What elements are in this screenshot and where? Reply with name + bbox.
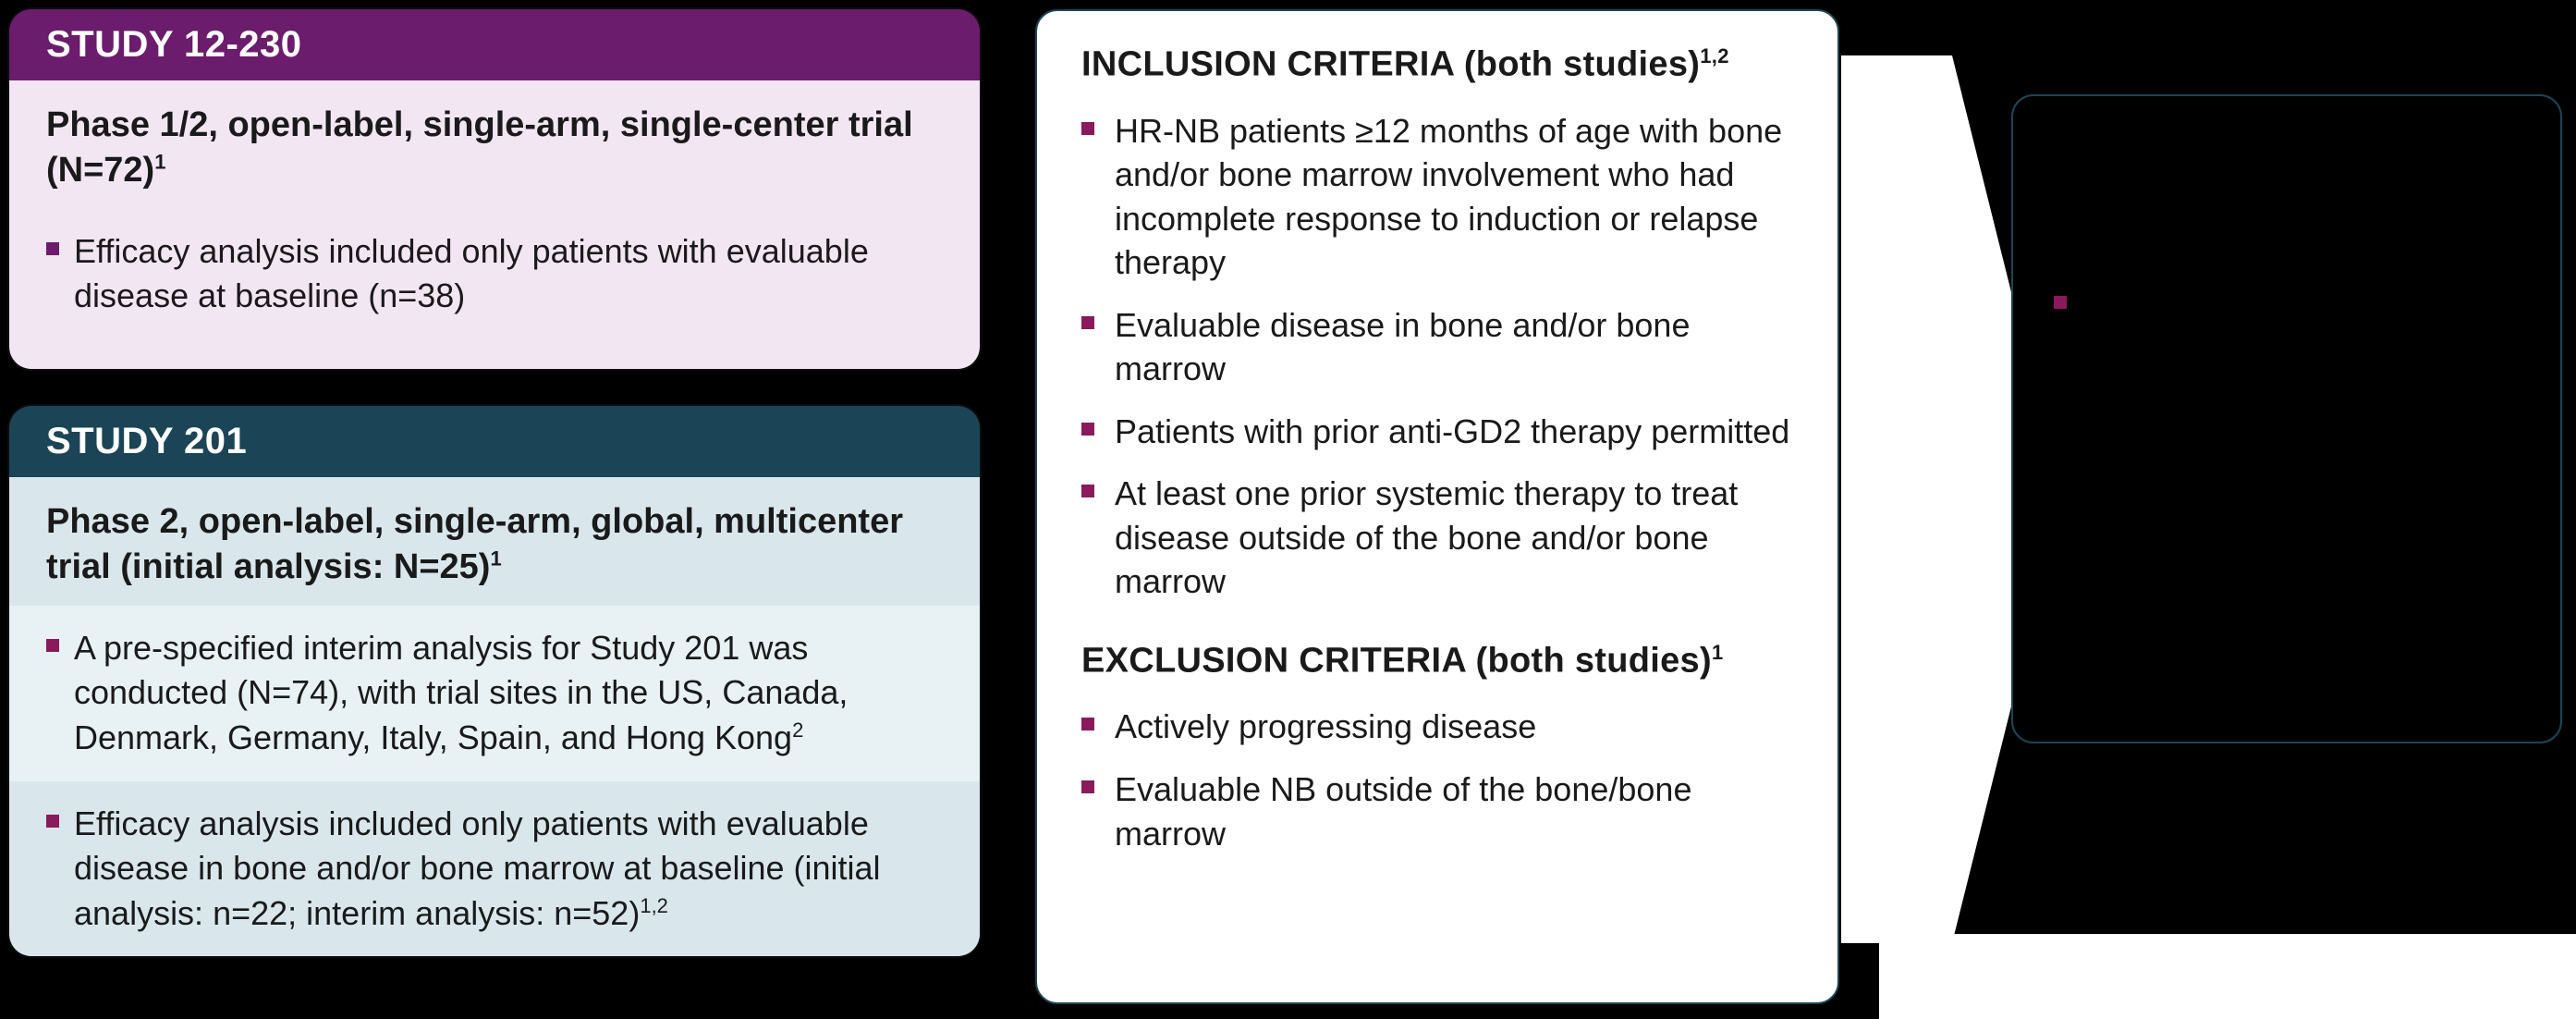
study-12-230-bullets: Efficacy analysis included only patients…	[9, 209, 980, 339]
study-12-230-card: STUDY 12-230 Phase 1/2, open-label, sing…	[9, 9, 980, 369]
list-item: HR-NB patients ≥12 months of age with bo…	[1081, 109, 1793, 285]
study-12-230-title: STUDY 12-230	[9, 9, 980, 80]
footer-white-strip	[1879, 934, 2576, 1019]
list-item: Patients with prior anti-GD2 therapy per…	[1081, 410, 1793, 454]
study-201-title: STUDY 201	[9, 406, 980, 477]
list-item: Efficacy analysis included only patients…	[9, 209, 980, 339]
studies-column: STUDY 12-230 Phase 1/2, open-label, sing…	[9, 9, 980, 956]
list-item: Evaluable NB outside of the bone/bone ma…	[1081, 767, 1793, 855]
criteria-card: INCLUSION CRITERIA (both studies)1,2 HR-…	[1035, 9, 1839, 1004]
study-201-card: STUDY 201 Phase 2, open-label, single-ar…	[9, 406, 980, 956]
list-item: A pre-specified interim analysis for Stu…	[9, 606, 980, 781]
study-201-body: Phase 2, open-label, single-arm, global,…	[9, 477, 980, 956]
list-item: At least one prior systemic therapy to t…	[1081, 472, 1793, 604]
study-201-bullets: A pre-specified interim analysis for Stu…	[9, 606, 980, 957]
inclusion-list: HR-NB patients ≥12 months of age with bo…	[1081, 109, 1793, 604]
list-item: Efficacy analysis included only patients…	[9, 781, 980, 957]
study-201-subtitle: Phase 2, open-label, single-arm, global,…	[46, 499, 943, 591]
list-item: Evaluable disease in bone and/or bone ma…	[1081, 303, 1793, 391]
exclusion-heading: EXCLUSION CRITERIA (both studies)1	[1081, 641, 1793, 681]
outcomes-card	[2011, 94, 2562, 743]
inclusion-heading: INCLUSION CRITERIA (both studies)1,2	[1081, 44, 1793, 85]
list-item: Actively progressing disease	[1081, 705, 1793, 749]
exclusion-list: Actively progressing disease Evaluable NB…	[1081, 705, 1793, 855]
study-12-230-body: Phase 1/2, open-label, single-arm, singl…	[9, 80, 980, 369]
study-12-230-subtitle: Phase 1/2, open-label, single-arm, singl…	[46, 103, 943, 194]
